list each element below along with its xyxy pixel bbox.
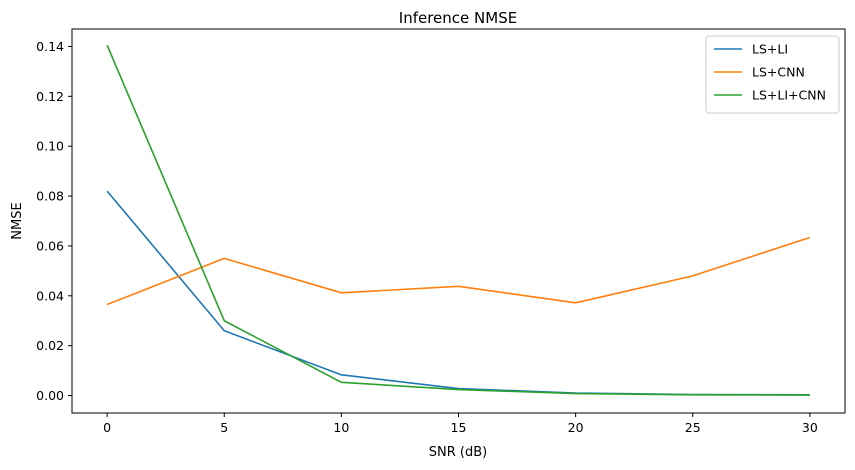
y-tick-label: 0.10 bbox=[36, 139, 64, 154]
x-tick-label: 20 bbox=[568, 420, 584, 435]
y-tick-label: 0.12 bbox=[36, 89, 64, 104]
x-tick-label: 0 bbox=[103, 420, 111, 435]
x-tick-label: 10 bbox=[333, 420, 349, 435]
legend-label: LS+LI bbox=[752, 42, 788, 57]
y-tick-label: 0.02 bbox=[36, 338, 64, 353]
legend: LS+LI LS+CNN LS+LI+CNN bbox=[705, 35, 840, 114]
chart-title: Inference NMSE bbox=[399, 9, 517, 27]
y-tick-label: 0.14 bbox=[36, 39, 64, 54]
legend-box bbox=[705, 35, 840, 114]
y-tick-label: 0.00 bbox=[36, 388, 64, 403]
x-tick-label: 5 bbox=[220, 420, 228, 435]
series-line-ls-cnn bbox=[106, 236, 811, 306]
x-tick-label: 25 bbox=[685, 420, 701, 435]
y-tick-label: 0.08 bbox=[36, 189, 64, 204]
y-tick-label: 0.04 bbox=[36, 288, 64, 303]
legend-label: LS+LI+CNN bbox=[752, 88, 826, 103]
x-tick-label: 30 bbox=[802, 420, 818, 435]
y-tick-label: 0.06 bbox=[36, 238, 64, 253]
x-axis-label: SNR (dB) bbox=[429, 445, 487, 460]
series-line-ls-li-cnn bbox=[106, 44, 810, 396]
series-lines bbox=[106, 44, 811, 396]
legend-label: LS+CNN bbox=[752, 65, 805, 80]
y-axis: 0.00 0.02 0.04 0.06 0.08 0.10 0.12 0.14 bbox=[36, 39, 72, 403]
x-tick-label: 15 bbox=[451, 420, 467, 435]
x-axis: 0 5 10 15 20 25 30 bbox=[103, 413, 818, 435]
y-axis-label: NMSE bbox=[10, 202, 25, 239]
